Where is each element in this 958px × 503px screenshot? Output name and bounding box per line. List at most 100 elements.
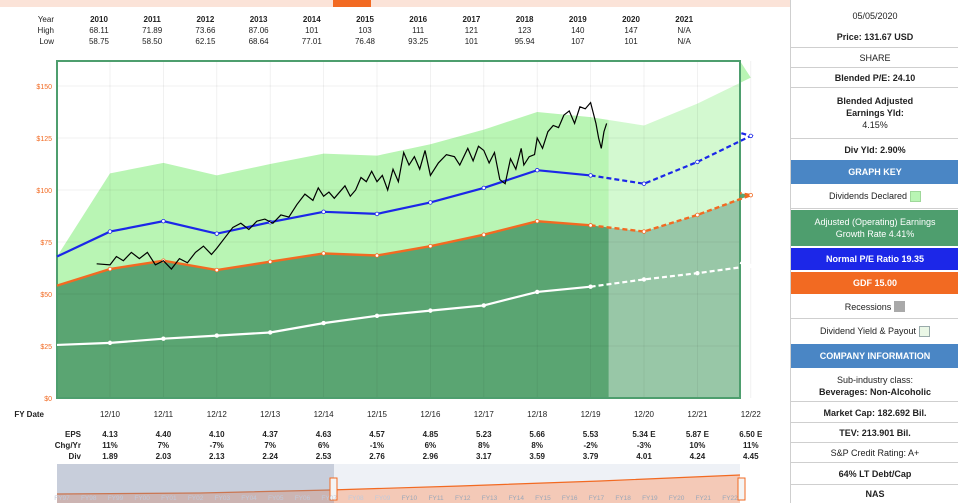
hl-high: 147: [624, 26, 638, 35]
navigator-label: FY13: [482, 495, 498, 502]
gdf-line-point: [695, 212, 700, 218]
navigator-label: FY98: [81, 495, 97, 502]
graph-key-header: GRAPH KEY: [791, 160, 958, 184]
fy-date-label: FY Date: [14, 410, 44, 419]
navigator-label: FY02: [188, 495, 204, 502]
normal-pe-line-point: [748, 133, 753, 139]
navigator-label: FY07: [321, 495, 337, 502]
dividends-line-point: [428, 308, 433, 313]
div-value: 2.76: [369, 452, 385, 461]
adj-earn-line-2: Earnings Yld:: [846, 108, 904, 118]
navigator-label: FY08: [348, 495, 364, 502]
navigator-label: FY21: [696, 495, 712, 502]
fundamentals-table: FY Date EPS Chg/Yr Div 12/10 4.13 11% 1.89 12/11…: [0, 408, 790, 466]
blended-adjusted-earnings-yield: Blended Adjusted Earnings Yld: 4.15%: [791, 88, 958, 139]
hl-low: N/A: [677, 37, 691, 46]
hl-low: 58.50: [142, 37, 163, 46]
hl-low: 58.75: [88, 37, 110, 46]
company-info-header: COMPANY INFORMATION: [791, 344, 958, 368]
chg-value: 7%: [157, 441, 170, 450]
navigator-label: FY10: [402, 495, 418, 502]
eps-value: 4.57: [369, 430, 385, 439]
eps-value: 5.53: [582, 430, 599, 439]
navigator-label: FY12: [455, 495, 471, 502]
hl-year: 2010: [90, 15, 108, 24]
navigator-label: FY01: [161, 495, 177, 502]
div-label: Div: [68, 452, 81, 461]
chg-value: 11%: [102, 441, 118, 450]
div-value: 3.79: [582, 452, 599, 461]
navigator-label: FY04: [241, 495, 257, 502]
navigator-label: FY15: [535, 495, 551, 502]
chg-value: -3%: [636, 441, 652, 450]
legend-dividend-yield-payout[interactable]: Dividend Yield & Payout: [791, 320, 958, 342]
legend-dividends-declared[interactable]: Dividends Declared: [791, 184, 958, 209]
navigator-handle-left[interactable]: [329, 477, 338, 501]
fy-date: 12/14: [313, 410, 334, 419]
navigator-label: FY05: [268, 495, 284, 502]
chg-label: Chg/Yr: [54, 441, 81, 450]
dividends-line-point: [161, 336, 166, 341]
eps-value: 6.50 E: [739, 430, 763, 439]
hl-low: 95.94: [514, 37, 535, 46]
chg-value: 8%: [478, 441, 490, 450]
navigator-label: FY97: [54, 495, 70, 502]
fy-date: 12/18: [527, 410, 548, 419]
sub-industry-value: Beverages: Non-Alcoholic: [818, 386, 932, 397]
y-tick-label: $75: [40, 240, 52, 247]
gdf-line-point: [481, 232, 486, 237]
chg-value: 10%: [689, 441, 706, 450]
fy-date: 12/21: [687, 410, 708, 419]
y-tick-label: $150: [36, 84, 52, 91]
hl-low: 77.01: [301, 37, 322, 46]
legend-growth-rate[interactable]: Adjusted (Operating) Earnings Growth Rat…: [791, 210, 958, 246]
div-value: 2.96: [422, 452, 439, 461]
hl-high: 101: [305, 26, 319, 35]
gdf-line-point: [107, 266, 113, 272]
hl-year: 2012: [196, 15, 215, 24]
gdf-line-point: [374, 253, 380, 258]
legend-recessions-label: Recessions: [844, 301, 892, 312]
navigator-handle-right[interactable]: [737, 477, 746, 501]
dividends-line-point: [107, 340, 113, 346]
hl-high: 123: [517, 26, 532, 35]
gdf-line-point: [268, 259, 273, 264]
legend-div-payout-label: Dividend Yield & Payout: [819, 326, 917, 336]
dividends-line-point: [374, 313, 380, 319]
growth-line-2: Growth Rate 4.41%: [835, 229, 915, 239]
div-value: 4.01: [636, 452, 652, 461]
eps-value: 4.63: [315, 430, 332, 439]
div-value: 2.53: [315, 452, 332, 461]
navigator-label: FY09: [375, 495, 391, 502]
div-value: 4.45: [743, 452, 759, 461]
div-value: 2.03: [155, 452, 172, 461]
eps-value: 5.34 E: [632, 430, 656, 439]
timeline-navigator[interactable]: FY97 FY98 FY99 FY00 FY01 FY02 FY03 FY04 FY05 FY06…: [0, 464, 790, 503]
hl-low: 101: [464, 37, 479, 46]
hl-year: 2015: [356, 15, 374, 24]
top-strip-marker[interactable]: [333, 0, 371, 7]
div-value: 1.89: [102, 452, 118, 461]
eps-value: 5.23: [476, 430, 492, 439]
fy-date: 12/17: [473, 410, 494, 419]
fy-date: 12/15: [366, 410, 388, 419]
navigator-label: FY06: [295, 495, 311, 502]
hl-low: 76.48: [354, 37, 376, 46]
hl-low: 68.64: [248, 37, 269, 46]
legend-div-payout-swatch: [919, 325, 931, 337]
legend-normal-pe[interactable]: Normal P/E Ratio 19.35: [791, 248, 958, 270]
fy-date: 12/20: [633, 410, 655, 419]
legend-gdf[interactable]: GDF 15.00: [791, 272, 958, 294]
eps-value: 4.37: [262, 430, 278, 439]
legend-recessions[interactable]: Recessions: [791, 295, 958, 319]
normal-pe-line-point: [588, 173, 593, 178]
hl-high: 111: [412, 26, 425, 35]
chg-value: 6%: [317, 441, 330, 450]
y-tick-label: $125: [36, 136, 52, 143]
div-value: 3.59: [529, 452, 545, 461]
gdf-line-point: [588, 223, 593, 228]
sub-industry: Sub-industry class: Beverages: Non-Alcoh…: [791, 370, 958, 402]
dividends-line-point: [214, 333, 219, 338]
normal-pe-line-point: [214, 231, 219, 236]
price-line: [96, 101, 608, 270]
